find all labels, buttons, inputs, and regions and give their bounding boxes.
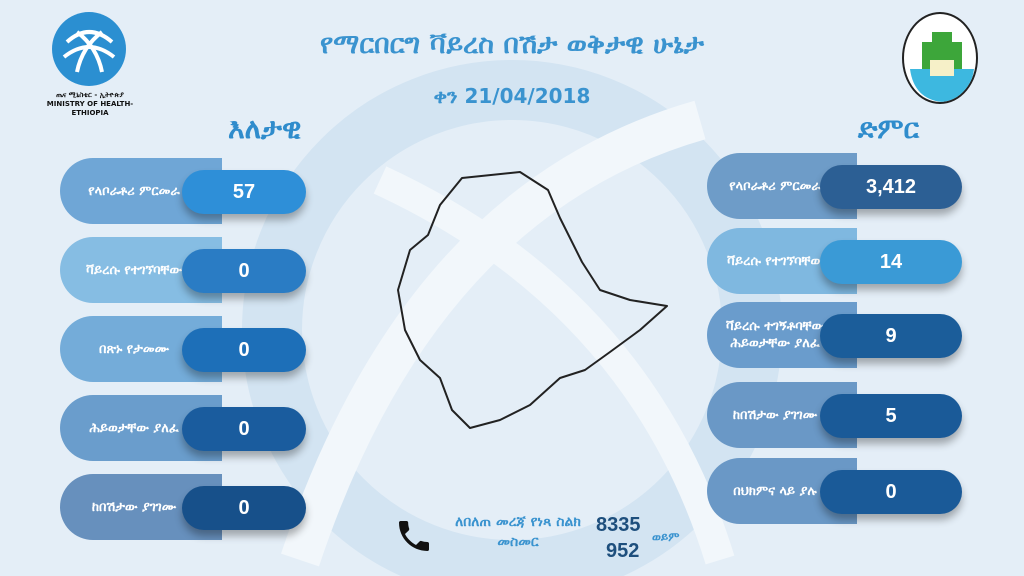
- stat-value: 0: [182, 328, 306, 372]
- total-heading: ድምር: [858, 112, 920, 145]
- ministry-logo-text: ጤና ሚኒስቴር - ኢትዮጵያ MINISTRY OF HEALTH-ETHIO…: [30, 91, 150, 118]
- stat-value: 0: [182, 249, 306, 293]
- hotline-number-8335[interactable]: 8335: [596, 514, 641, 536]
- stat-value: 0: [820, 470, 962, 514]
- report-date: ቀን 21/04/2018: [433, 84, 591, 108]
- stat-label: ከበሽታው ያገገሙ: [707, 382, 857, 448]
- stat-value: 3,412: [820, 165, 962, 209]
- hotline-label: ለበለጠ መረጃ የነጻ ስልክ መስመር: [455, 514, 581, 550]
- stat-value: 57: [182, 170, 306, 214]
- daily-heading: እለታዊ: [228, 112, 302, 145]
- hotline-or: ወይም: [652, 530, 680, 544]
- ephi-logo: [902, 12, 978, 104]
- page-title: የማርበርግ ቫይረስ በሽታ ወቅታዊ ሁኔታ: [320, 29, 704, 60]
- ministry-logo-text-am: ጤና ሚኒስቴር - ኢትዮጵያ: [56, 91, 124, 99]
- ministry-logo-text-en: MINISTRY OF HEALTH-ETHIOPIA: [46, 100, 134, 117]
- hotline-number-952[interactable]: 952: [606, 540, 640, 562]
- stat-value: 0: [182, 486, 306, 530]
- stat-value: 9: [820, 314, 962, 358]
- phone-icon: [399, 521, 429, 551]
- stat-value: 5: [820, 394, 962, 438]
- stat-value: 14: [820, 240, 962, 284]
- stat-value: 0: [182, 407, 306, 451]
- ministry-of-health-logo: [52, 12, 126, 86]
